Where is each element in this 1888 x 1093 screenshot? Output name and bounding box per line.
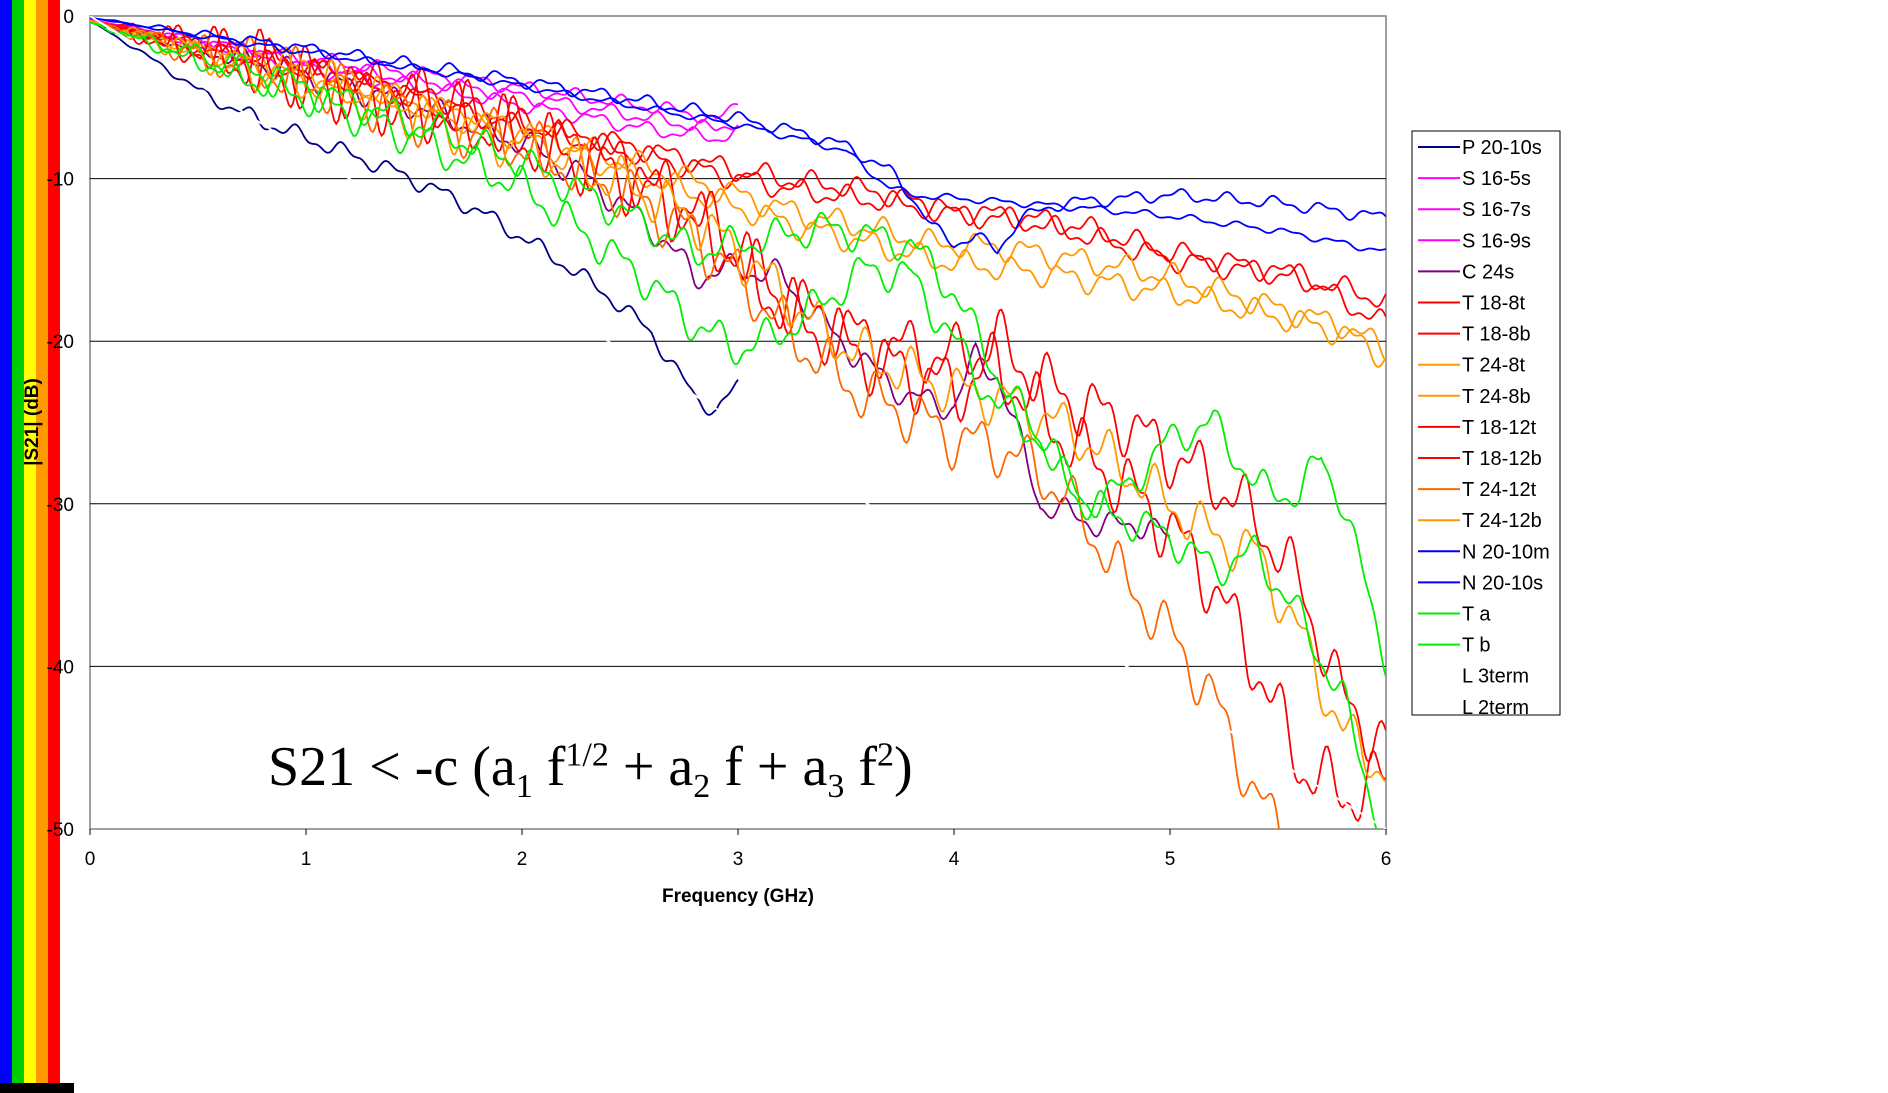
series-lines — [90, 16, 1386, 829]
color-stripe — [24, 0, 36, 1093]
x-tick-label: 3 — [733, 849, 744, 870]
formula-part: ) — [894, 736, 913, 798]
legend-label: T 18-8t — [1462, 293, 1525, 315]
series-line — [90, 20, 1386, 320]
legend-label: L 2term — [1462, 697, 1529, 719]
legend-label: T a — [1462, 604, 1491, 626]
legend-label: T 24-12b — [1462, 510, 1542, 532]
color-stripe-bar — [0, 0, 62, 1093]
formula-part: f — [532, 736, 566, 798]
tick-labels: 0-10-20-30-40-500 1 2 3 4 5 6 — [47, 7, 1392, 870]
color-stripe — [48, 0, 60, 1093]
x-tick-label: 2 — [517, 849, 528, 870]
formula-superscript: 1/2 — [565, 736, 609, 774]
series-line — [90, 20, 1280, 829]
series-line — [90, 20, 739, 416]
color-stripe — [12, 0, 24, 1093]
legend-label: T 18-8b — [1462, 324, 1531, 346]
y-tick-label: -30 — [47, 495, 74, 516]
series-line — [90, 20, 1386, 362]
legend-label: S 16-9s — [1462, 230, 1531, 252]
formula-part: S21 < -c (a — [268, 736, 516, 798]
y-tick-label: -10 — [47, 170, 74, 191]
y-tick-label: -50 — [47, 820, 74, 841]
gridlines — [90, 178, 1386, 667]
legend-label: S 16-5s — [1462, 168, 1531, 190]
formula-part: f — [844, 736, 878, 798]
formula-subscript: 3 — [827, 768, 845, 806]
formula-part: f + a — [710, 736, 828, 798]
formula-part: + a — [608, 736, 694, 798]
formula-superscript: 2 — [877, 736, 895, 774]
series-line — [90, 16, 1386, 829]
color-stripe — [36, 0, 48, 1093]
y-tick-label: -40 — [47, 657, 74, 678]
legend-label: C 24s — [1462, 261, 1514, 283]
x-tick-label: 0 — [85, 849, 96, 870]
x-axis-title: Frequency (GHz) — [662, 886, 814, 907]
series-line — [90, 16, 1386, 252]
y-axis-title: |S21| (dB) — [22, 378, 43, 466]
legend-label: S 16-7s — [1462, 199, 1531, 221]
legend-label: T 18-12t — [1462, 417, 1537, 439]
series-line — [90, 20, 1386, 308]
series-line — [90, 21, 1386, 678]
y-tick-label: -20 — [47, 332, 74, 353]
legend: P 20-10s S 16-5s S 16-7s S 16-9s C 24s T 18-8… — [1411, 130, 1561, 719]
legend-label: P 20-10s — [1462, 137, 1542, 159]
x-tick-label: 5 — [1165, 849, 1176, 870]
formula-annotation: S21 < -c (a1 f1/2 + a2 f + a3 f2) — [268, 735, 913, 806]
x-tick-label: 6 — [1381, 849, 1392, 870]
x-tick-label: 4 — [949, 849, 960, 870]
series-line — [90, 21, 1378, 829]
legend-label: T 24-12t — [1462, 479, 1537, 501]
legend-label: T 18-12b — [1462, 448, 1542, 470]
legend-label: N 20-10s — [1462, 572, 1543, 594]
corner-mark — [0, 1083, 74, 1093]
legend-box — [1411, 130, 1561, 716]
series-line — [90, 16, 1386, 255]
legend-label: T 24-8t — [1462, 355, 1525, 377]
series-line — [90, 20, 1386, 783]
formula-subscript: 2 — [693, 768, 711, 806]
legend-label: T b — [1462, 635, 1491, 657]
color-stripe — [0, 0, 12, 1093]
formula-subscript: 1 — [515, 768, 533, 806]
legend-label: N 20-10m — [1462, 541, 1550, 563]
legend-label: T 24-8b — [1462, 386, 1531, 408]
y-tick-label: 0 — [63, 7, 74, 28]
x-tick-label: 1 — [301, 849, 312, 870]
legend-label: L 3term — [1462, 666, 1529, 688]
